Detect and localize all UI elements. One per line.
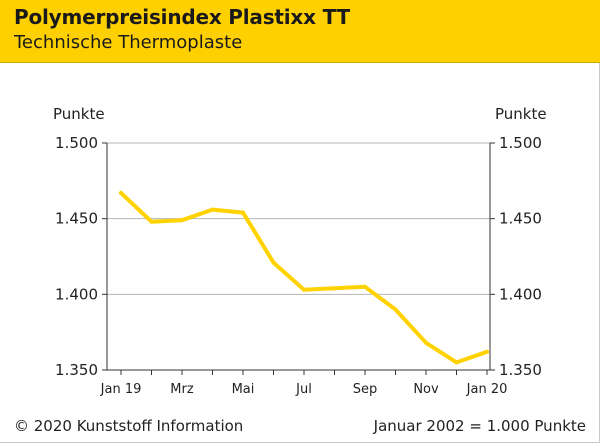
chart-header: Polymerpreisindex Plastixx TT Technische… <box>0 0 600 63</box>
baseline-note: Januar 2002 = 1.000 Punkte <box>373 417 586 435</box>
x-tick-label: Nov <box>413 382 439 397</box>
data-point <box>271 260 276 265</box>
x-tick-label: Jan 20 <box>466 382 508 397</box>
y-tick-label-left: 1.450 <box>55 210 98 228</box>
x-tick-label: Mai <box>232 382 255 397</box>
y-axis-label-right: Punkte <box>495 105 547 123</box>
data-point <box>454 360 459 365</box>
y-tick-label-left: 1.500 <box>55 134 98 152</box>
data-point <box>485 349 489 354</box>
y-axis-label-left: Punkte <box>53 105 105 123</box>
chart-subtitle: Technische Thermoplaste <box>14 32 243 53</box>
data-point <box>210 207 215 212</box>
data-point <box>180 218 184 223</box>
x-tick-label: Jan 19 <box>100 382 142 397</box>
x-tick-label: Sep <box>353 382 378 397</box>
y-tick-label-left: 1.350 <box>55 361 98 379</box>
data-point <box>393 307 398 312</box>
y-tick-label-left: 1.400 <box>55 285 98 303</box>
data-point <box>149 219 154 224</box>
x-tick-label: Jul <box>295 382 312 397</box>
y-tick-label-right: 1.350 <box>499 361 542 379</box>
x-tick-label: Mrz <box>170 382 194 397</box>
y-tick-label-right: 1.400 <box>499 285 542 303</box>
data-point <box>424 340 428 345</box>
data-point <box>241 210 245 215</box>
data-point <box>332 286 337 291</box>
copyright-text: © 2020 Kunststoff Information <box>14 417 244 435</box>
chart-title: Polymerpreisindex Plastixx TT <box>14 5 350 29</box>
data-point <box>119 190 123 195</box>
y-tick-label-right: 1.500 <box>499 134 542 152</box>
y-tick-label-right: 1.450 <box>499 210 542 228</box>
data-point <box>363 284 367 289</box>
data-point <box>302 287 306 292</box>
